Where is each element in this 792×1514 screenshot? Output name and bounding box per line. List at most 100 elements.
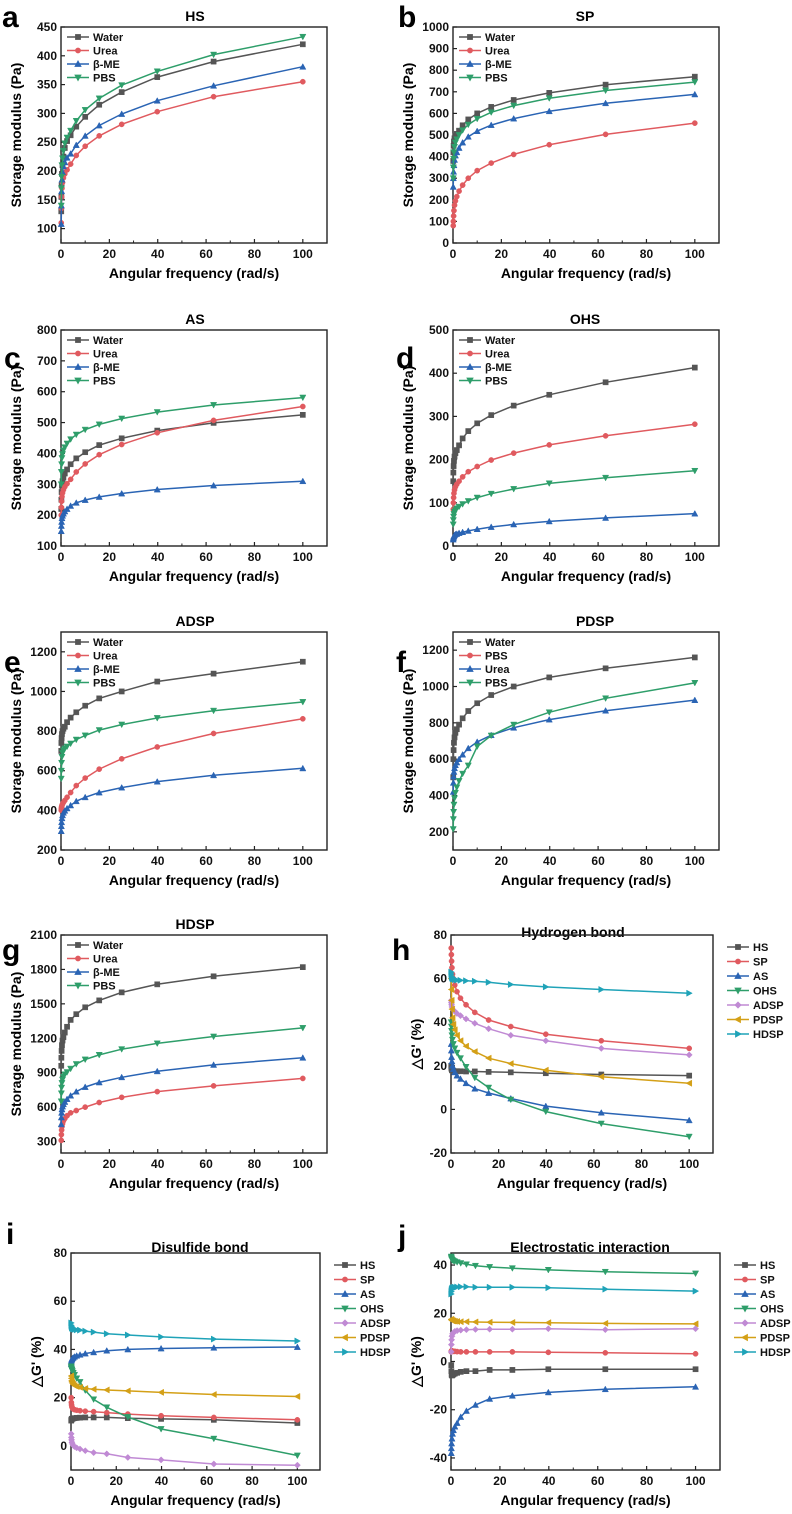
data-point (457, 1283, 465, 1291)
legend-marker (735, 958, 741, 965)
data-point (61, 140, 69, 147)
data-point (462, 1318, 470, 1326)
x-tick-label: 80 (248, 1157, 262, 1171)
data-point (485, 1017, 492, 1023)
legend-label: HDSP (753, 1029, 784, 1041)
data-point (546, 90, 553, 96)
data-point (449, 826, 457, 833)
data-point (486, 1395, 494, 1402)
legend-label: Water (485, 637, 516, 649)
y-tick-label: 200 (37, 843, 57, 857)
data-point (73, 152, 80, 159)
legend-item: HDSP (727, 1029, 784, 1041)
data-point (154, 981, 161, 988)
series-line (60, 36, 303, 206)
data-point (67, 740, 75, 748)
data-point (545, 1349, 552, 1356)
legend-item: Water (459, 335, 516, 347)
data-point (598, 985, 605, 994)
data-point (602, 432, 609, 439)
legend-item: HS (727, 942, 768, 954)
data-point (58, 461, 66, 468)
data-point (153, 1040, 161, 1048)
data-point (471, 977, 479, 985)
data-point (464, 762, 472, 770)
data-point (58, 162, 66, 169)
x-tick-label: 80 (640, 854, 654, 868)
data-point (544, 1388, 552, 1396)
x-tick-label: 80 (640, 1474, 654, 1488)
legend-marker (74, 982, 82, 990)
legend-item: β-ME (459, 362, 512, 374)
y-tick-label: 400 (37, 49, 57, 63)
legend-marker (74, 74, 82, 82)
x-tick-label: 60 (591, 1474, 605, 1488)
legend-marker (467, 337, 473, 343)
data-point (602, 665, 609, 672)
data-point (459, 770, 467, 778)
plot-frame (452, 329, 720, 547)
data-point (158, 1333, 165, 1341)
data-point (58, 1137, 65, 1144)
data-point (471, 1318, 479, 1326)
legend-label: PBS (93, 376, 116, 388)
x-tick-label: 60 (591, 854, 605, 868)
legend-marker (735, 944, 741, 950)
data-point (510, 102, 518, 110)
data-point (299, 477, 307, 485)
y-tick-label: 20 (434, 1306, 448, 1320)
data-point (73, 455, 80, 462)
data-point (471, 1074, 479, 1082)
x-tick-label: 60 (200, 1474, 214, 1488)
data-point (692, 1270, 700, 1278)
legend-item: HDSP (334, 1347, 391, 1359)
data-point (449, 183, 457, 190)
data-point (299, 412, 306, 418)
data-point (486, 1325, 494, 1333)
data-point (63, 134, 71, 142)
x-tick-label: 20 (103, 1157, 117, 1171)
data-point (210, 402, 218, 409)
data-point (471, 1401, 479, 1408)
panel-letter: j (397, 1220, 406, 1253)
y-tick-label: 1200 (30, 1031, 57, 1045)
chart-title: SP (576, 8, 595, 24)
data-point (453, 1071, 461, 1079)
data-point (691, 90, 699, 98)
x-tick-label: 40 (151, 550, 165, 564)
data-point (73, 1375, 81, 1383)
data-point (158, 1412, 164, 1419)
data-point (471, 1262, 479, 1270)
data-point (64, 480, 70, 487)
x-tick-label: 20 (103, 550, 117, 564)
data-point (510, 97, 517, 103)
data-point (118, 82, 126, 89)
series-line (60, 1027, 303, 1102)
data-point (67, 127, 75, 135)
data-point (453, 193, 460, 200)
data-point (473, 743, 481, 751)
series-line (60, 767, 303, 832)
data-point (449, 1020, 457, 1028)
legend-marker (734, 1001, 742, 1009)
legend-item: Water (459, 32, 516, 44)
series-line (450, 1386, 696, 1454)
chart-panel-a: a HS 0 20 40 60 80 100 100 150 200 250 300 350 400 450 A… (2, 1, 328, 281)
legend-marker (75, 47, 81, 54)
data-point (210, 1435, 218, 1443)
legend-marker (74, 60, 82, 67)
legend-item: Urea (459, 46, 510, 58)
y-tick-label: 20 (434, 1059, 448, 1073)
data-point (58, 740, 65, 746)
data-point (210, 670, 217, 677)
data-point (118, 721, 126, 729)
data-point (210, 1414, 217, 1421)
series-urea (58, 715, 306, 814)
data-point (451, 739, 457, 746)
data-point (507, 1023, 514, 1030)
y-tick-label: 150 (37, 193, 57, 207)
data-point (67, 714, 74, 721)
data-point (449, 964, 455, 971)
legend-item: ADSP (734, 1318, 791, 1330)
data-point (57, 1113, 65, 1121)
